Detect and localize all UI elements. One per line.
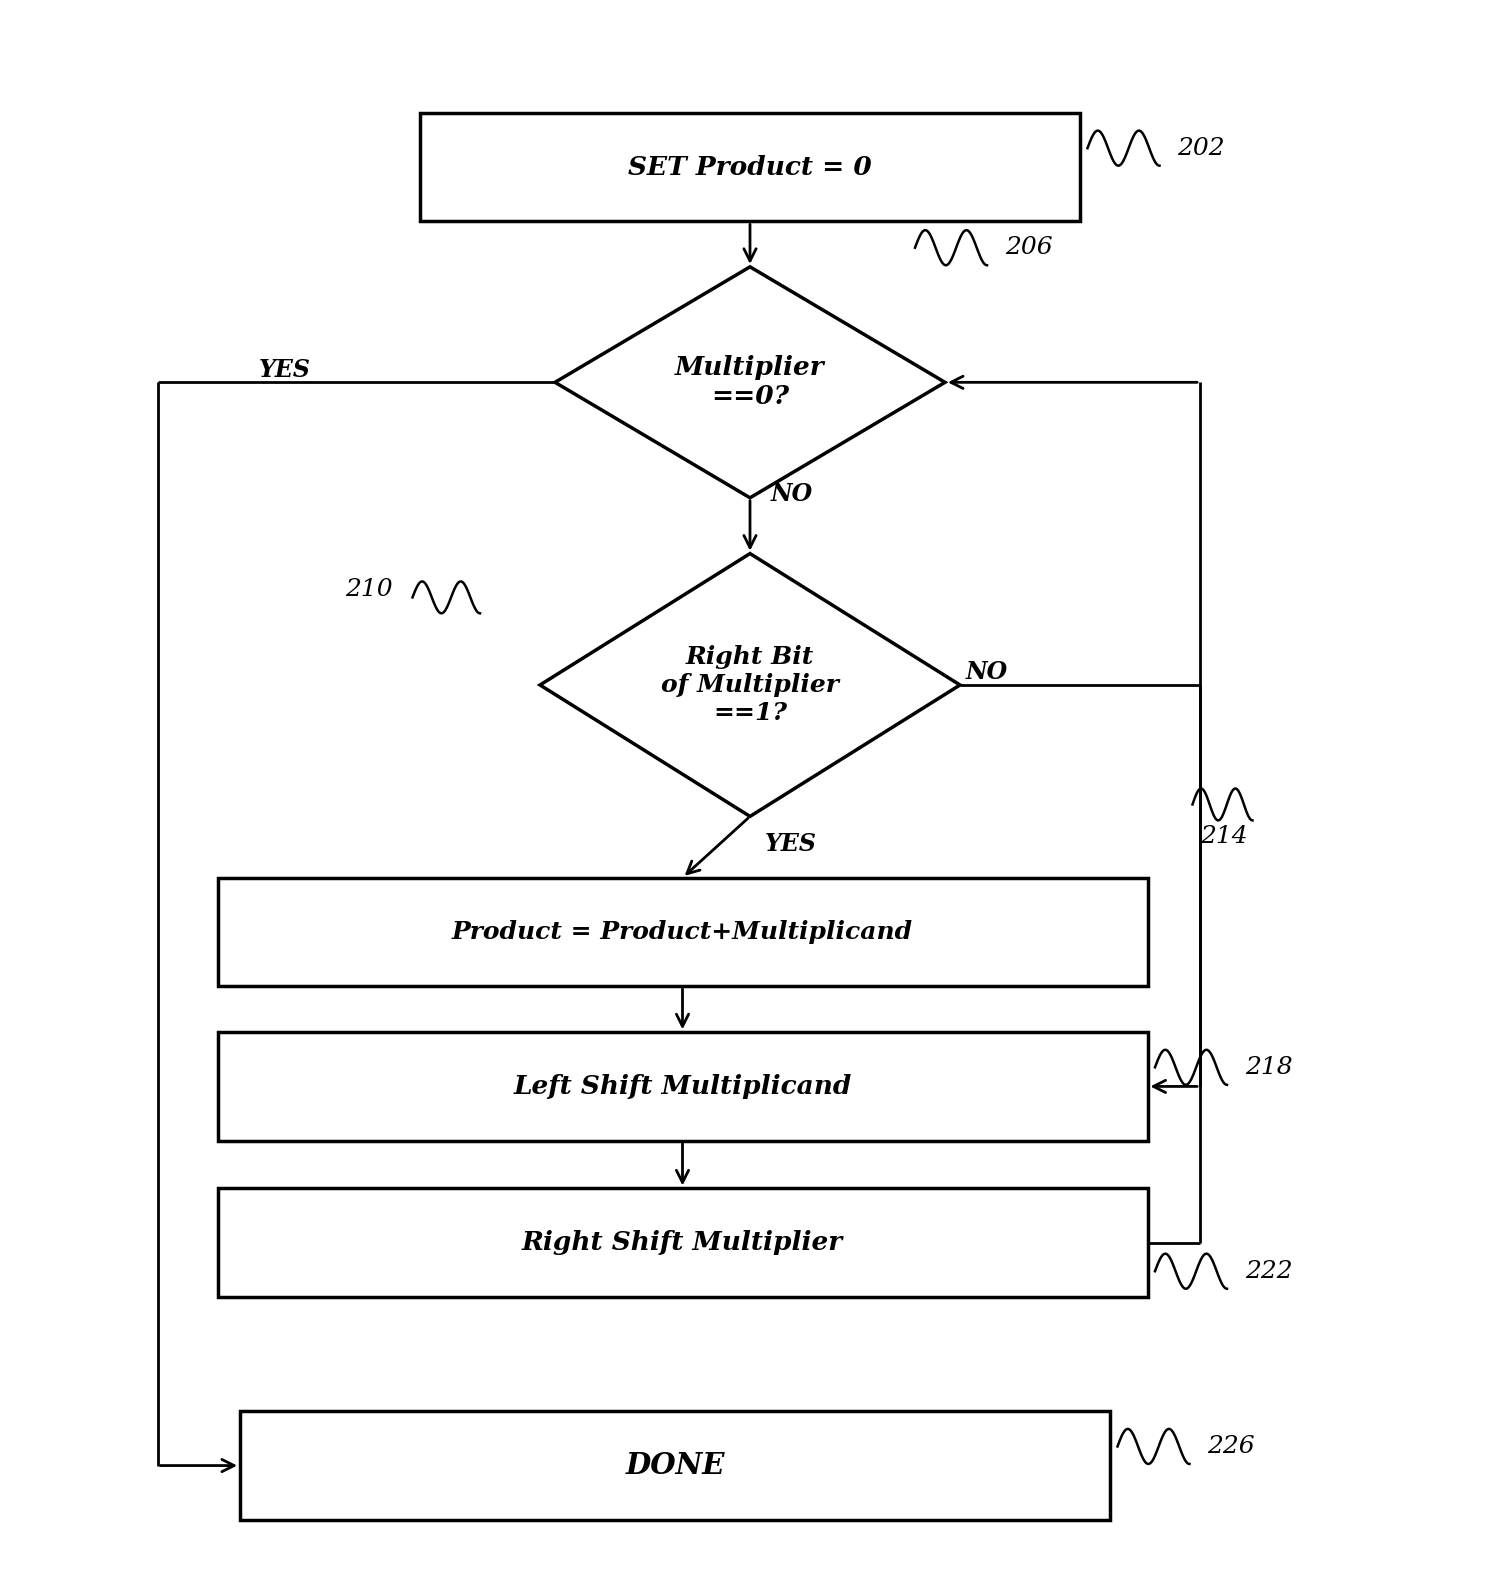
Text: 226: 226 xyxy=(1208,1435,1255,1458)
Text: YES: YES xyxy=(765,832,816,857)
Text: 202: 202 xyxy=(1178,137,1225,159)
Bar xyxy=(217,1188,1148,1297)
Text: DONE: DONE xyxy=(626,1451,724,1480)
Text: 206: 206 xyxy=(1005,236,1053,260)
Text: 222: 222 xyxy=(1245,1260,1293,1282)
Text: Right Bit
of Multiplier
==1?: Right Bit of Multiplier ==1? xyxy=(662,645,839,725)
Bar xyxy=(217,878,1148,986)
Text: SET Product = 0: SET Product = 0 xyxy=(628,155,872,180)
Text: 214: 214 xyxy=(1200,825,1248,847)
Bar xyxy=(240,1411,1110,1520)
Text: NO: NO xyxy=(966,660,1008,685)
Polygon shape xyxy=(540,554,960,817)
Text: Multiplier
==0?: Multiplier ==0? xyxy=(675,355,825,409)
Text: YES: YES xyxy=(260,357,310,382)
Text: Left Shift Multiplicand: Left Shift Multiplicand xyxy=(513,1074,852,1099)
Polygon shape xyxy=(555,266,945,497)
Bar xyxy=(420,113,1080,221)
Bar xyxy=(217,1032,1148,1141)
Text: Product = Product+Multiplicand: Product = Product+Multiplicand xyxy=(452,919,914,945)
Text: NO: NO xyxy=(771,481,813,507)
Text: 218: 218 xyxy=(1245,1056,1293,1078)
Text: 210: 210 xyxy=(345,578,393,601)
Text: Right Shift Multiplier: Right Shift Multiplier xyxy=(522,1230,843,1255)
